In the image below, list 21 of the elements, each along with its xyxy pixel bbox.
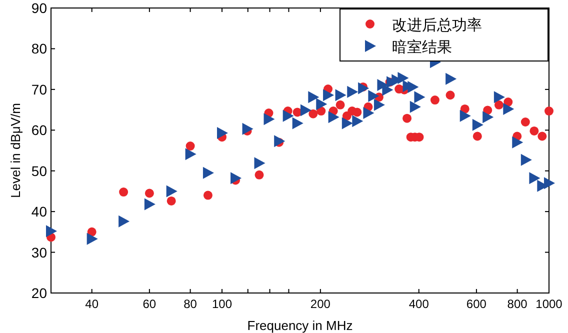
x-tick-label: 100	[212, 297, 232, 311]
x-axis-title: Frequency in MHz	[247, 318, 353, 333]
x-tick-label: 1000	[536, 297, 563, 311]
x-tick-label: 400	[408, 297, 430, 311]
y-tick-label: 50	[31, 162, 48, 179]
y-tick-label: 70	[31, 81, 48, 98]
x-tick-label: 80	[184, 297, 198, 311]
y-tick-label: 80	[31, 40, 48, 57]
y-tick-label: 20	[31, 285, 48, 301]
x-tick-label: 60	[142, 297, 156, 311]
y-tick-label: 40	[31, 204, 48, 220]
y-tick-label: 90	[31, 0, 48, 16]
x-tick-label: 200	[310, 297, 331, 311]
legend-label: 暗室结果	[392, 39, 452, 56]
legend-label: 改进后总功率	[392, 17, 482, 34]
x-tick-label: 800	[507, 297, 528, 311]
y-axis-title: Level in dBμV/m	[8, 103, 23, 198]
x-tick-label: 40	[85, 297, 99, 311]
y-tick-label: 60	[31, 122, 48, 138]
x-tick-label: 600	[466, 297, 487, 311]
y-tick-label: 30	[31, 244, 48, 260]
